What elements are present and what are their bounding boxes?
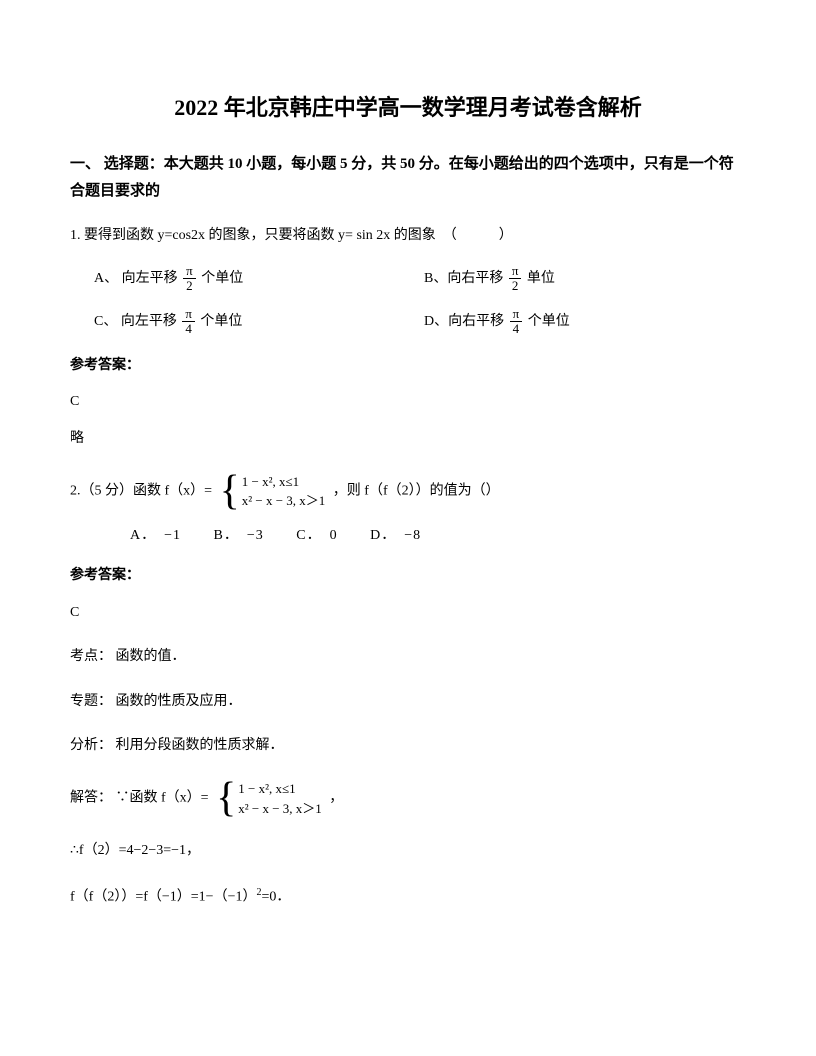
jieda: 解答： ∵函数 f（x）= { 1 − x², x≤1 x² − x − 3, … [70, 779, 746, 818]
q2-stem-suffix: ，则 f（f（2））的值为（） [333, 484, 500, 499]
q2-answer: C [70, 602, 746, 624]
q1-option-c: C、 向左平移 π4 个单位 [94, 307, 424, 337]
piecewise-rows: 1 − x², x≤1 x² − x − 3, x＞1 [238, 779, 322, 818]
fraction-pi-4: π4 [510, 307, 523, 337]
q1-stem: 1. 要得到函数 y=cos2x 的图象，只要将函数 y= sin 2x 的图象… [70, 225, 746, 247]
q1-optA-pre: A、 向左平移 [94, 271, 181, 286]
jieda-suffix: ， [329, 791, 343, 806]
left-brace-icon: { [220, 473, 240, 511]
answer-label: 参考答案： [70, 565, 746, 587]
question-2: 2.（5 分）函数 f（x）= { 1 − x², x≤1 x² − x − 3… [70, 472, 746, 547]
section-1-header: 一、 选择题：本大题共 10 小题，每小题 5 分，共 50 分。在每小题给出的… [70, 151, 746, 205]
solution-step-1: ∴f（2）=4−2−3=−1， [70, 840, 746, 862]
fraction-pi-2: π2 [183, 264, 196, 294]
left-brace-icon: { [216, 780, 236, 818]
q1-brief: 略 [70, 428, 746, 450]
step2-pre: f（f（2））=f（−1）=1−（−1） [70, 889, 256, 904]
q2-stem-prefix: 2.（5 分）函数 f（x）= [70, 484, 216, 499]
q2-option-b: B． −3 [214, 528, 264, 543]
piecewise-function: { 1 − x², x≤1 x² − x − 3, x＞1 [220, 472, 326, 511]
exam-title: 2022 年北京韩庄中学高一数学理月考试卷含解析 [70, 90, 746, 125]
q1-optC-pre: C、 向左平移 [94, 314, 180, 329]
solution-step-2: f（f（2））=f（−1）=1−（−1）2=0． [70, 885, 746, 909]
q1-optB-pre: B、向右平移 [424, 271, 507, 286]
kaodian: 考点： 函数的值． [70, 646, 746, 668]
q1-sin2x: sin 2x [356, 228, 390, 243]
piecewise-rows: 1 − x², x≤1 x² − x − 3, x＞1 [242, 472, 326, 511]
q1-optB-post: 单位 [523, 271, 555, 286]
fenxi: 分析： 利用分段函数的性质求解． [70, 735, 746, 757]
q1-options-row-1: A、 向左平移 π2 个单位 B、向右平移 π2 单位 [70, 264, 746, 294]
frac-num: π [183, 264, 196, 279]
q2-option-a: A． −1 [130, 528, 181, 543]
step2-post: =0． [261, 889, 290, 904]
fraction-pi-2: π2 [509, 264, 522, 294]
frac-den: 4 [510, 322, 523, 336]
piece-2: x² − x − 3, x＞1 [242, 491, 326, 511]
jieda-prefix: 解答： ∵函数 f（x）= [70, 791, 212, 806]
q1-options-row-2: C、 向左平移 π4 个单位 D、向右平移 π4 个单位 [70, 307, 746, 337]
frac-den: 2 [509, 279, 522, 293]
q1-option-a: A、 向左平移 π2 个单位 [94, 264, 424, 294]
answer-label: 参考答案： [70, 355, 746, 377]
q1-optA-post: 个单位 [198, 271, 244, 286]
fraction-pi-4: π4 [182, 307, 195, 337]
q2-option-d: D． −8 [370, 528, 421, 543]
q1-optD-pre: D、向右平移 [424, 314, 508, 329]
piecewise-function: { 1 − x², x≤1 x² − x − 3, x＞1 [216, 779, 322, 818]
zhuanti: 专题： 函数的性质及应用． [70, 691, 746, 713]
frac-den: 2 [183, 279, 196, 293]
frac-den: 4 [182, 322, 195, 336]
frac-num: π [509, 264, 522, 279]
q1-answer: C [70, 391, 746, 413]
q2-options: A． −1 B． −3 C． 0 D． −8 [70, 525, 746, 547]
q1-optD-post: 个单位 [524, 314, 570, 329]
q2-stem: 2.（5 分）函数 f（x）= { 1 − x², x≤1 x² − x − 3… [70, 472, 746, 511]
piece-1: 1 − x², x≤1 [242, 472, 326, 492]
q1-optC-post: 个单位 [197, 314, 243, 329]
q1-option-b: B、向右平移 π2 单位 [424, 264, 746, 294]
q1-option-d: D、向右平移 π4 个单位 [424, 307, 746, 337]
piece-2: x² − x − 3, x＞1 [238, 799, 322, 819]
q2-option-c: C． 0 [296, 528, 337, 543]
question-1: 1. 要得到函数 y=cos2x 的图象，只要将函数 y= sin 2x 的图象… [70, 225, 746, 337]
q1-stem-prefix: 1. 要得到函数 y=cos2x 的图象，只要将函数 y= [70, 228, 356, 243]
frac-num: π [182, 307, 195, 322]
q1-stem-suffix: 的图象 （ ） [390, 228, 513, 243]
piece-1: 1 − x², x≤1 [238, 779, 322, 799]
frac-num: π [510, 307, 523, 322]
